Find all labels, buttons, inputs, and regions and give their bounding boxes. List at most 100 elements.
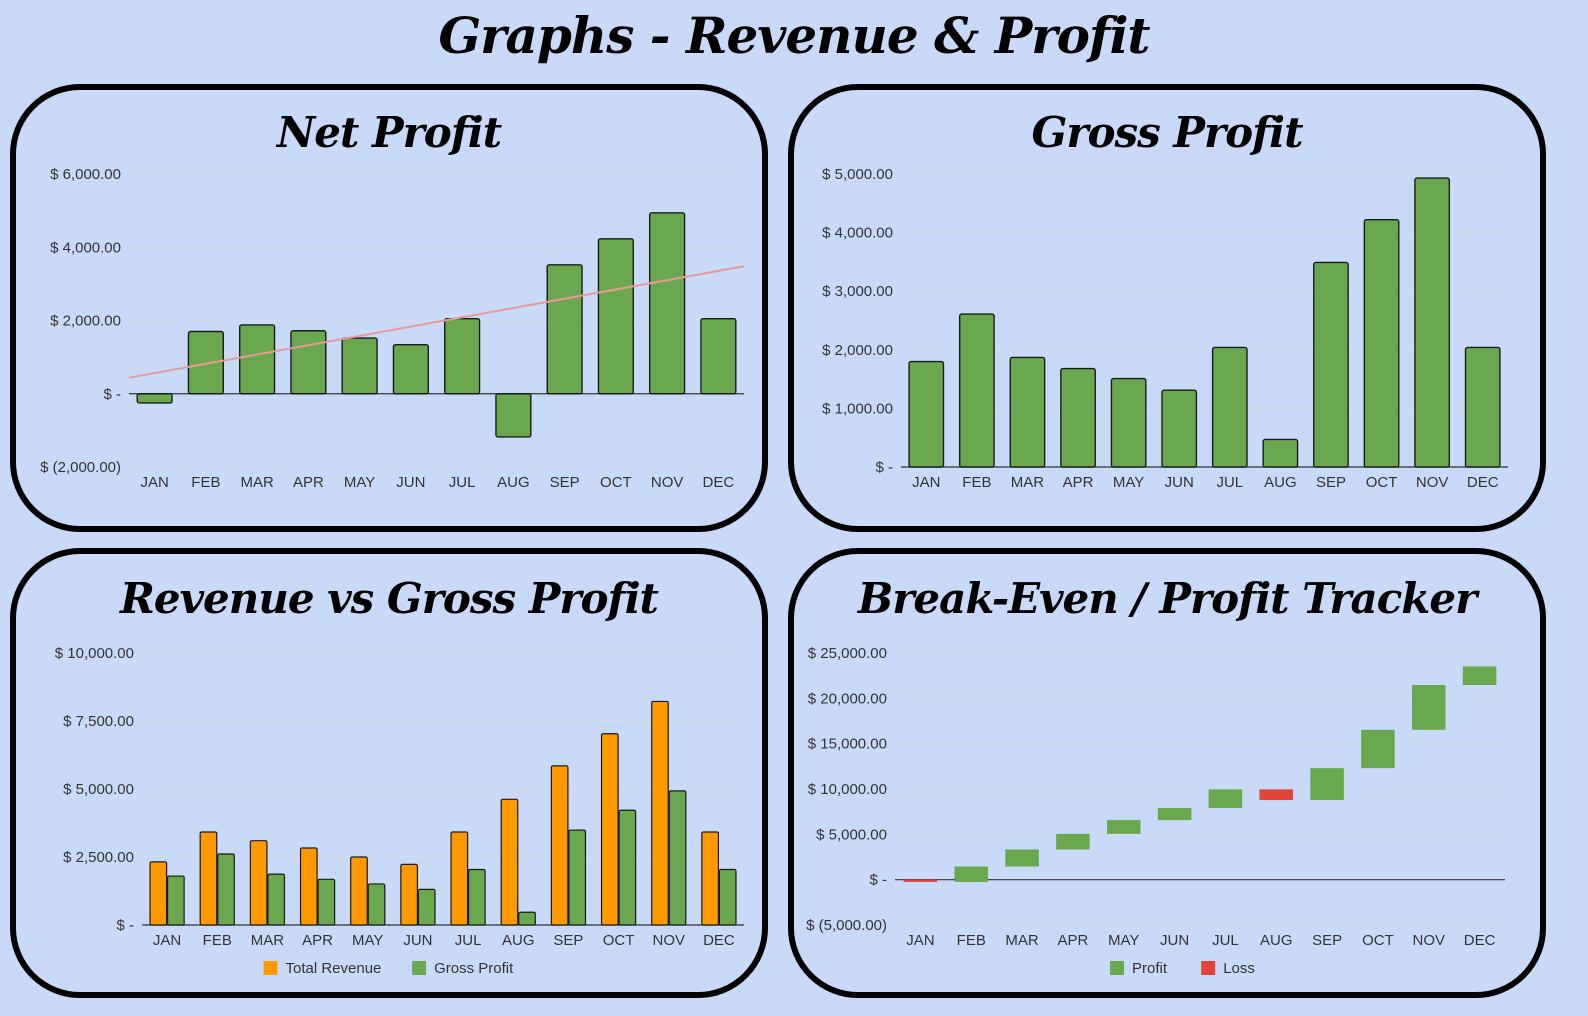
x-tick-label: APR — [302, 932, 333, 949]
revenue-bar-jun — [400, 863, 419, 926]
bar-jan — [908, 360, 945, 468]
y-tick-label: $ 3,000.00 — [822, 283, 893, 300]
gross-profit-bar-sep — [568, 829, 587, 926]
profit-step-feb — [954, 866, 989, 882]
gross-profit-bar-apr — [317, 878, 336, 926]
profit-step-oct — [1361, 729, 1395, 769]
bar-jun — [1161, 389, 1198, 468]
gross-profit-bar-feb — [217, 853, 235, 926]
gross-profit-bar-may — [367, 883, 386, 926]
revenue-bar-nov — [651, 700, 669, 926]
revenue-bar-sep — [550, 765, 569, 926]
bar-dec — [700, 317, 737, 395]
revenue-bar-feb — [199, 831, 218, 926]
bar-oct — [597, 238, 635, 395]
revenue-bar-mar — [249, 840, 268, 926]
x-tick-label: MAY — [1113, 474, 1144, 491]
x-tick-label: JUN — [1160, 932, 1189, 949]
x-tick-label: DEC — [703, 474, 735, 491]
break-even-panel: Break-Even / Profit Tracker $ (5,000.00)… — [788, 548, 1546, 998]
x-tick-label: AUG — [1264, 474, 1297, 491]
revenue-bar-apr — [299, 847, 318, 926]
y-tick-label: $ - — [875, 459, 893, 476]
x-tick-label: OCT — [600, 474, 632, 491]
y-tick-label: $ 2,000.00 — [50, 313, 121, 330]
x-tick-label: NOV — [651, 474, 684, 491]
x-tick-label: APR — [1063, 474, 1094, 491]
bar-apr — [1060, 367, 1096, 468]
x-tick-label: JUL — [455, 932, 482, 949]
loss-step-jan — [903, 879, 938, 882]
profit-step-dec — [1462, 666, 1497, 686]
x-tick-label: MAR — [1005, 932, 1039, 949]
x-tick-label: JAN — [906, 932, 934, 949]
gross-profit-bar-jan — [166, 875, 185, 926]
y-tick-label: $ 2,000.00 — [822, 342, 893, 359]
revenue-vs-gross-title: Revenue vs Gross Profit — [120, 574, 659, 623]
legend-swatch-total-revenue — [263, 961, 278, 975]
x-tick-label: AUG — [497, 474, 530, 491]
x-tick-label: DEC — [703, 932, 735, 949]
x-tick-label: FEB — [957, 932, 986, 949]
y-tick-label: $ 25,000.00 — [808, 645, 887, 662]
x-tick-label: SEP — [550, 474, 580, 491]
y-tick-label: $ 5,000.00 — [63, 781, 134, 798]
x-tick-label: DEC — [1467, 474, 1499, 491]
net-profit-title: Net Profit — [276, 108, 502, 157]
x-tick-label: JAN — [912, 474, 940, 491]
y-tick-label: $ 15,000.00 — [808, 736, 887, 753]
y-tick-label: $ 5,000.00 — [816, 826, 887, 843]
profit-step-sep — [1310, 768, 1344, 801]
y-tick-label: $ - — [869, 872, 887, 889]
bar-jul — [1211, 346, 1248, 468]
y-tick-label: $ 6,000.00 — [50, 166, 121, 183]
y-tick-label: $ 2,500.00 — [63, 849, 134, 866]
profit-step-apr — [1056, 833, 1090, 850]
revenue-bar-oct — [600, 733, 619, 926]
net-profit-chart: $ (2,000.00) $ - $ 2,000.00 $ 4,000.00 $ 6,0… — [40, 166, 745, 491]
legend-label: Loss — [1223, 960, 1255, 977]
profit-step-mar — [1005, 849, 1039, 867]
x-tick-label: AUG — [502, 932, 535, 949]
x-tick-label: DEC — [1464, 932, 1496, 949]
trendline — [128, 265, 745, 379]
revenue-bar-may — [350, 856, 368, 926]
x-tick-label: APR — [1057, 932, 1088, 949]
gross-profit-bar-mar — [267, 873, 286, 926]
break-even-title: Break-Even / Profit Tracker — [857, 574, 1477, 623]
x-tick-label: FEB — [191, 474, 220, 491]
legend-label: Profit — [1132, 960, 1168, 977]
x-tick-label: JUN — [396, 474, 425, 491]
y-tick-label: $ (5,000.00) — [806, 917, 887, 934]
y-tick-label: $ 1,000.00 — [822, 400, 893, 417]
bar-mar — [238, 324, 276, 395]
bar-sep — [546, 264, 583, 395]
profit-step-may — [1106, 820, 1141, 834]
bar-apr — [290, 330, 327, 395]
y-tick-label: $ (2,000.00) — [40, 459, 121, 476]
bar-aug — [495, 393, 532, 438]
gross-profit-bar-nov — [668, 790, 687, 926]
x-tick-label: OCT — [1366, 474, 1398, 491]
gross-profit-panel: Gross Profit $ - $ 1,000.00 $ 2,000.00 $ 3,… — [788, 84, 1546, 532]
legend-label: Gross Profit — [434, 960, 514, 977]
gross-profit-chart: $ - $ 1,000.00 $ 2,000.00 $ 3,000.00 $ 4,000… — [822, 166, 1508, 491]
x-tick-label: JUN — [403, 932, 432, 949]
y-tick-label: $ 7,500.00 — [63, 713, 134, 730]
x-tick-label: JUL — [449, 474, 476, 491]
gross-profit-bar-oct — [618, 809, 637, 926]
x-tick-label: FEB — [203, 932, 232, 949]
x-tick-label: MAR — [240, 474, 274, 491]
x-tick-label: SEP — [1316, 474, 1346, 491]
bar-aug — [1262, 438, 1299, 468]
y-tick-label: $ 10,000.00 — [808, 781, 887, 798]
x-tick-label: JAN — [153, 932, 181, 949]
gross-profit-bar-aug — [518, 911, 536, 926]
y-tick-label: $ 10,000.00 — [55, 645, 134, 662]
bar-jun — [392, 343, 430, 395]
x-tick-label: FEB — [962, 474, 991, 491]
y-tick-label: $ - — [103, 386, 121, 403]
profit-step-jul — [1208, 789, 1243, 808]
bar-sep — [1313, 261, 1349, 468]
x-tick-label: AUG — [1260, 932, 1293, 949]
